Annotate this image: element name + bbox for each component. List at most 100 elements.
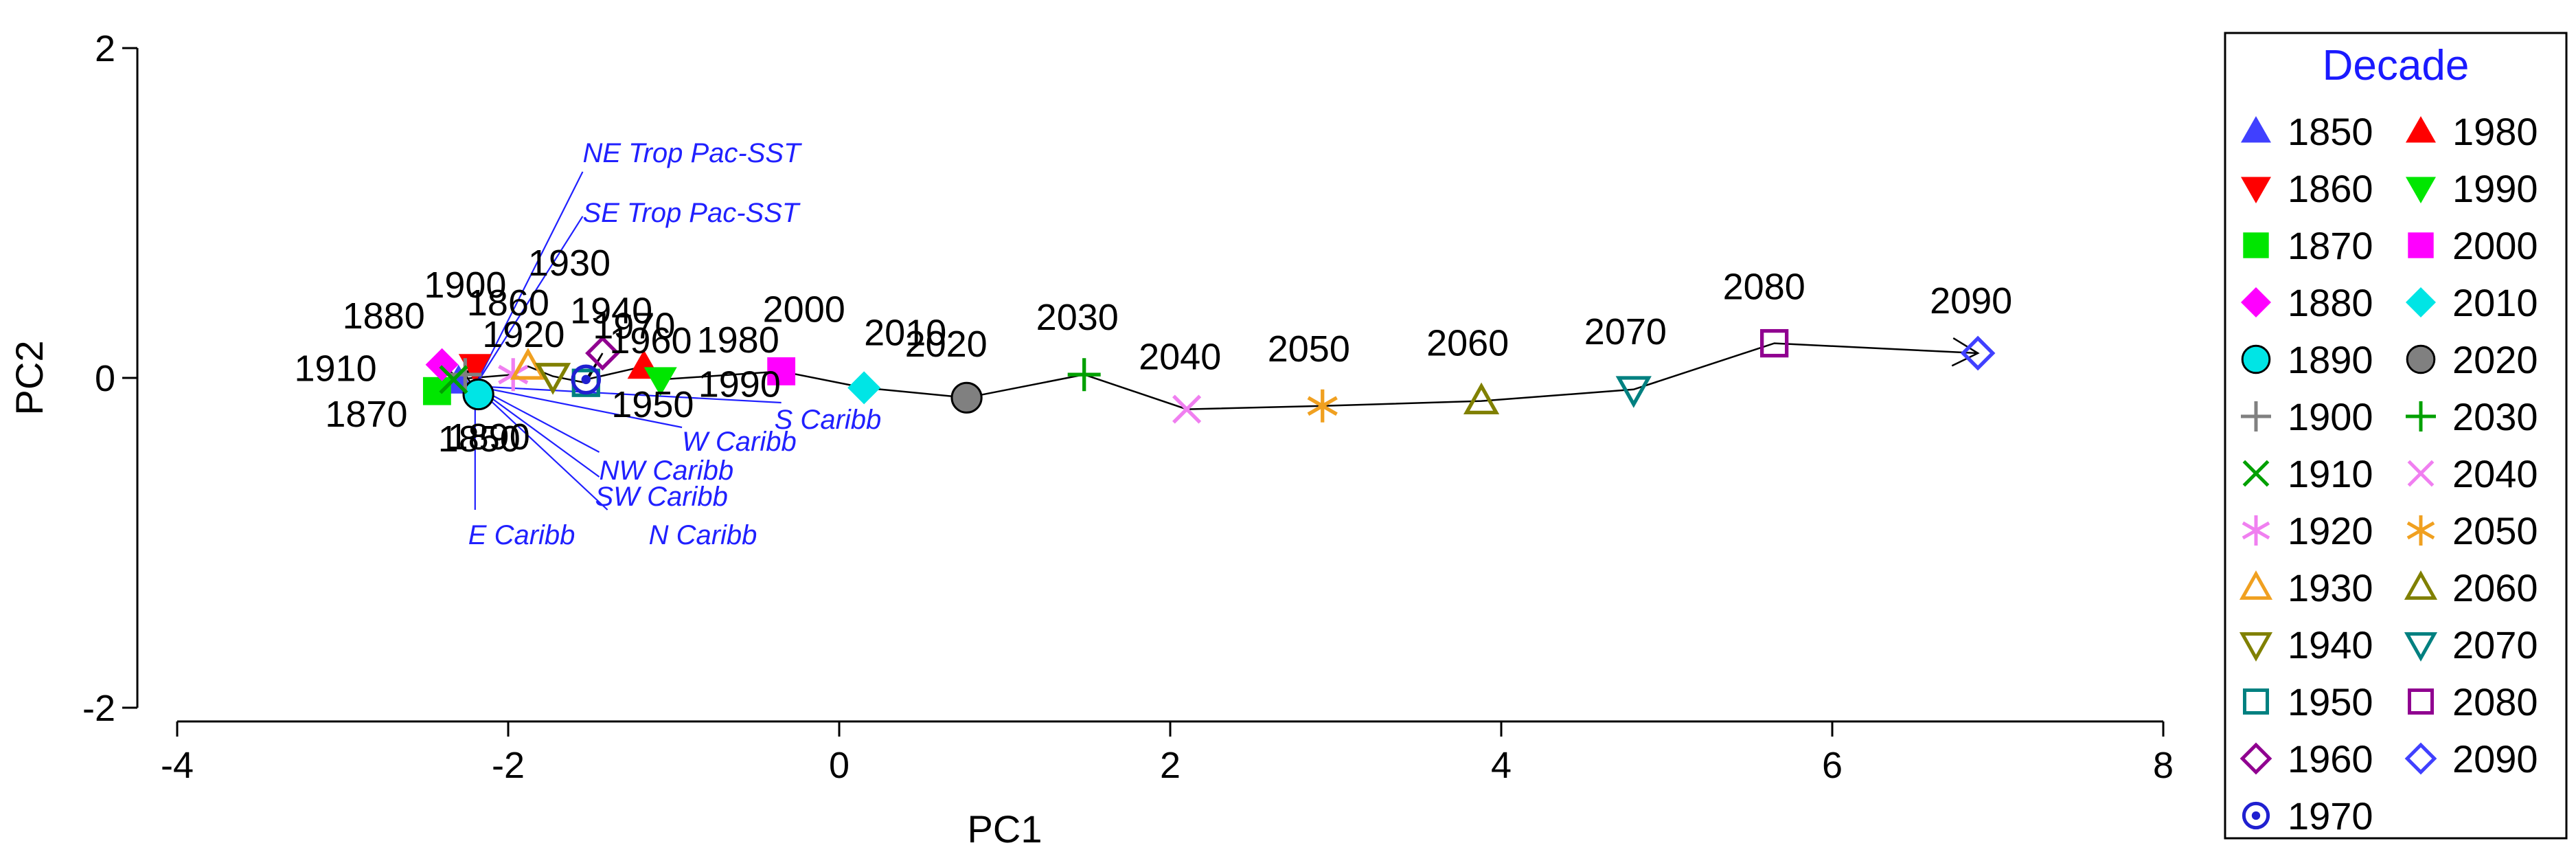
legend-label-2000: 2000 — [2452, 224, 2538, 267]
legend-marker-1940 — [2239, 632, 2273, 662]
decade-point-label-1950: 1950 — [611, 384, 694, 425]
decade-point-2060 — [1463, 382, 1500, 415]
decade-point-labels: 1850 1860 1870 1880 1890 1900 1910 1920 1930 1940… — [294, 243, 2012, 460]
legend-title: Decade — [2323, 42, 2470, 89]
decade-point-label-1910: 1910 — [294, 348, 376, 389]
legend-marker-1950 — [2243, 688, 2269, 715]
loading-vector-label: SE Trop Pac-SST — [582, 198, 800, 228]
loading-vector-label: S Caribb — [775, 405, 882, 435]
legend-marker-2070 — [2404, 632, 2438, 662]
legend-label-1870: 1870 — [2288, 224, 2373, 267]
decade-point-label-1870: 1870 — [325, 394, 407, 435]
decade-point-label-2030: 2030 — [1036, 297, 1119, 338]
decade-point-label-1880: 1880 — [343, 295, 425, 337]
decade-point-label-1900: 1900 — [424, 265, 506, 306]
decade-point-label-2080: 2080 — [1723, 267, 1805, 308]
y-tick-label: -2 — [82, 688, 115, 729]
decade-point-2010 — [847, 371, 881, 405]
loading-vector-label: E Caribb — [468, 520, 575, 550]
decade-point-label-1960: 1960 — [609, 320, 692, 361]
decade-point-label-2070: 2070 — [1584, 311, 1667, 352]
legend-marker-2000 — [2408, 232, 2434, 258]
legend-label-2080: 2080 — [2452, 680, 2538, 724]
y-tick-label: 0 — [95, 358, 115, 399]
legend-label-2020: 2020 — [2452, 338, 2538, 381]
legend-marker-1930 — [2239, 570, 2273, 600]
legend-label-1950: 1950 — [2288, 680, 2373, 724]
decade-point-label-2010: 2010 — [864, 312, 946, 353]
legend-label-2040: 2040 — [2452, 452, 2538, 495]
x-tick-label: 6 — [1822, 745, 1843, 786]
decade-point-1940 — [534, 363, 571, 395]
axes: -4 -2 0 2 4 6 8 -2 0 2 PC1 PC2 — [8, 28, 2174, 851]
x-tick-label: -2 — [492, 745, 525, 786]
legend-marker-2030 — [2406, 401, 2436, 432]
decade-point-label-2090: 2090 — [1930, 280, 2012, 322]
decade-point-label-2000: 2000 — [763, 289, 845, 330]
decade-point-2030 — [1067, 358, 1101, 392]
decade-point-1870 — [422, 377, 451, 405]
loading-vector — [474, 216, 584, 387]
decade-point-label-1850: 1850 — [438, 418, 521, 460]
legend-marker-1880 — [2241, 287, 2271, 317]
loading-vector-label: NW Caribb — [600, 456, 734, 486]
legend-marker-1850 — [2241, 116, 2271, 143]
decade-point-2070 — [1615, 376, 1652, 408]
x-tick-label: 0 — [829, 745, 850, 786]
x-axis-label: PC1 — [968, 807, 1042, 851]
legend-marker-2060 — [2404, 570, 2438, 600]
decade-point-2050 — [1307, 389, 1338, 423]
legend-marker-1900 — [2241, 401, 2271, 432]
loading-vector — [474, 171, 584, 387]
x-tick-label: -4 — [161, 745, 194, 786]
legend-label-1880: 1880 — [2288, 281, 2373, 324]
trajectory-arrowhead — [1951, 337, 1980, 367]
decade-point-label-1930: 1930 — [528, 243, 611, 284]
decade-point-2000 — [767, 357, 796, 385]
legend-label-2070: 2070 — [2452, 623, 2538, 666]
decade-point-label-2020: 2020 — [905, 324, 988, 365]
decade-point-label-2050: 2050 — [1268, 328, 1350, 370]
legend-label-2030: 2030 — [2452, 395, 2538, 438]
loading-vector — [475, 385, 600, 453]
decade-point-label-1890: 1890 — [448, 416, 530, 458]
legend-label-1900: 1900 — [2288, 395, 2373, 438]
y-axis-label: PC2 — [8, 341, 51, 416]
decade-point-label-1860: 1860 — [467, 282, 549, 324]
loading-vector-label: W Caribb — [682, 427, 797, 457]
decade-point-label-1970: 1970 — [593, 305, 675, 346]
decade-point-label-1990: 1990 — [698, 363, 781, 405]
legend-label-1860: 1860 — [2288, 167, 2373, 210]
legend-marker-1970 — [2242, 801, 2270, 830]
legend-marker-2040 — [2407, 460, 2435, 487]
legend-label-1910: 1910 — [2288, 452, 2373, 495]
decade-point-label-1920: 1920 — [482, 314, 565, 355]
legend-marker-2010 — [2406, 287, 2436, 317]
decade-point-1910 — [439, 365, 468, 394]
decade-point-1990 — [643, 367, 677, 396]
decade-point-2090 — [1960, 335, 1996, 371]
decade-point-2080 — [1760, 328, 1789, 358]
x-tick-label: 8 — [2153, 745, 2174, 786]
legend-label-1960: 1960 — [2288, 737, 2373, 781]
legend-label-1970: 1970 — [2288, 794, 2373, 838]
legend-label-1940: 1940 — [2288, 623, 2373, 666]
legend-marker-1870 — [2243, 232, 2269, 258]
legend-label-1920: 1920 — [2288, 509, 2373, 552]
legend-marker-1990 — [2406, 177, 2436, 203]
decade-point-label-1940: 1940 — [570, 291, 652, 332]
decade-point-1930 — [510, 348, 547, 380]
x-tick-label: 2 — [1160, 745, 1181, 786]
y-tick-label: 2 — [95, 28, 115, 69]
loading-vector-label: SW Caribb — [595, 482, 728, 512]
legend-marker-1890 — [2241, 344, 2271, 374]
decade-points — [422, 328, 1996, 424]
decade-point-1890 — [462, 378, 494, 411]
legend-marker-1860 — [2241, 177, 2271, 203]
decade-point-1970 — [571, 364, 602, 395]
legend-label-1980: 1980 — [2452, 110, 2538, 153]
x-tick-label: 4 — [1491, 745, 1512, 786]
decade-point-2040 — [1172, 394, 1202, 424]
decade-point-label-1980: 1980 — [697, 320, 779, 361]
